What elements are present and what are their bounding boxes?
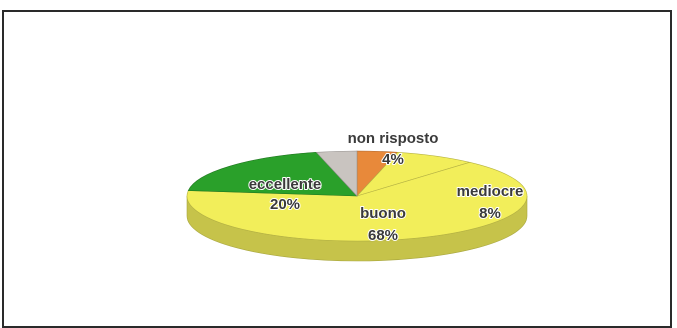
percent-label-buono: 68% — [368, 227, 398, 244]
labels-layer: non risposto 4% mediocre 8% buono 68% eccellen… — [248, 129, 525, 245]
label-buono: buono — [360, 205, 406, 222]
percent-label-eccellente: 20% — [270, 196, 300, 213]
label-mediocre: mediocre — [457, 183, 524, 200]
label-eccellente: eccellente — [249, 176, 322, 193]
slice-buono — [186, 162, 528, 242]
slice-eccellente — [187, 151, 358, 197]
slices-layer — [186, 150, 528, 262]
label-non-risposto: non risposto — [348, 130, 439, 147]
percent-label-mediocre: 8% — [479, 205, 501, 222]
slice-unlabeled-4 — [315, 150, 358, 197]
percent-label-non-risposto: 4% — [382, 151, 404, 168]
